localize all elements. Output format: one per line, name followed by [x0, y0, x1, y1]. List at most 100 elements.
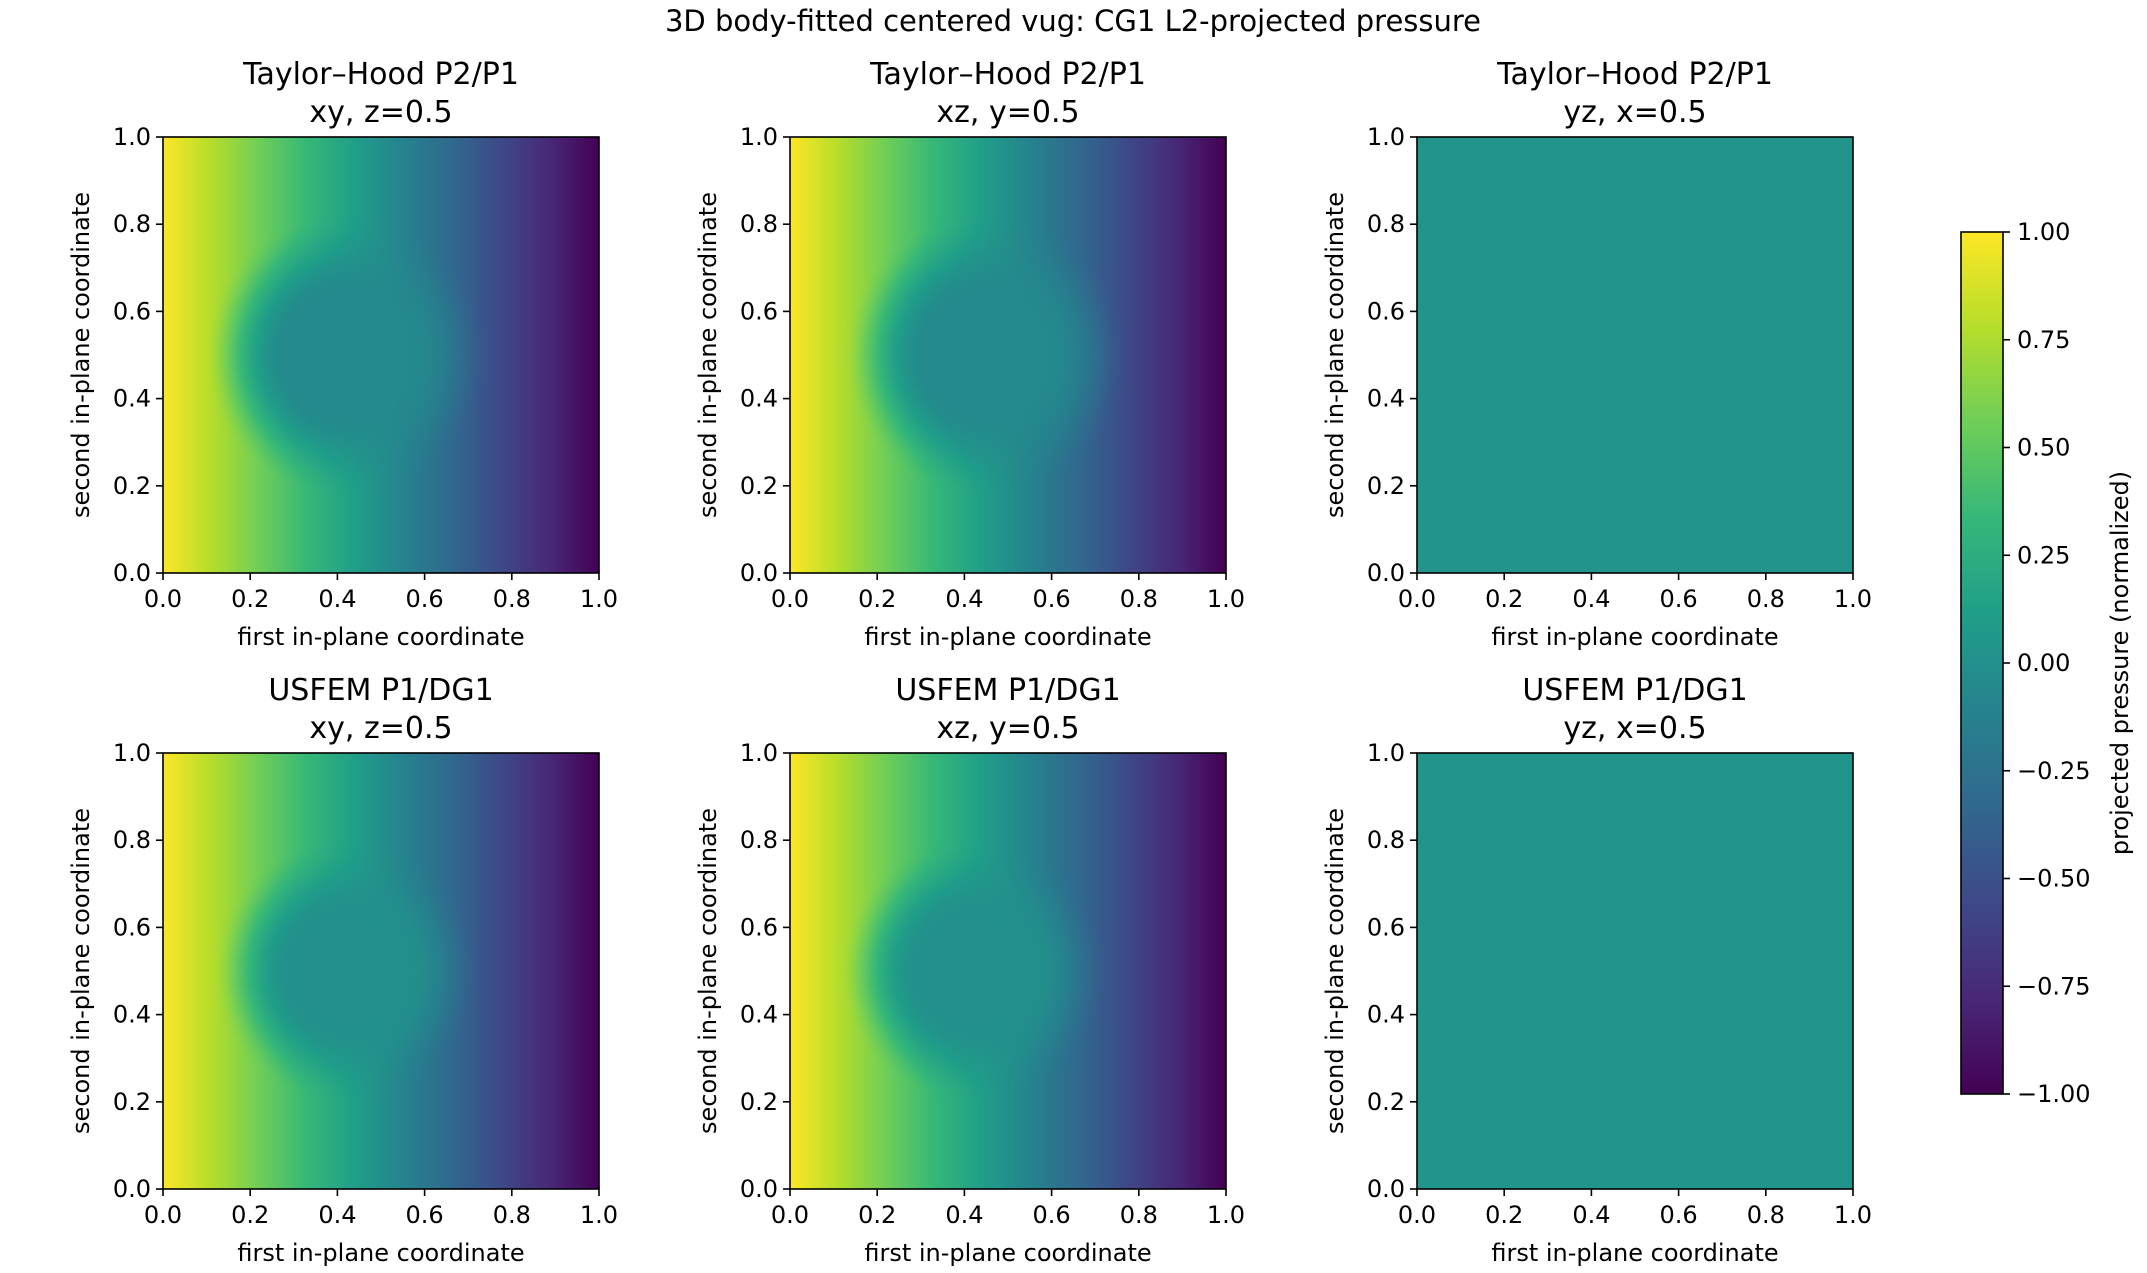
heatmap-image [1417, 753, 1853, 1189]
y-tick-label: 0.2 [740, 1088, 778, 1116]
x-tick-label: 0.2 [858, 585, 896, 613]
y-tick-label: 0.6 [740, 913, 778, 941]
y-tick-label: 0.2 [1367, 1088, 1405, 1116]
panel-title: USFEM P1/DG1 [895, 673, 1120, 708]
y-tick-label: 0.2 [740, 472, 778, 500]
x-axis-label: first in-plane coordinate [237, 623, 524, 651]
axes-frame [789, 752, 1227, 1190]
x-tick-label: 0.2 [1485, 585, 1523, 613]
x-tick-label: 0.6 [1660, 585, 1698, 613]
x-tick-label: 0.8 [493, 1201, 531, 1229]
axes-frame [162, 136, 600, 574]
y-tick-label: 0.0 [1367, 559, 1405, 587]
colorbar-tick-label: −0.50 [2017, 865, 2091, 893]
x-tick-label: 0.0 [1398, 1201, 1436, 1229]
x-tick-label: 0.0 [144, 1201, 182, 1229]
y-tick-label: 0.4 [1367, 1001, 1405, 1029]
panel-subtitle: xy, z=0.5 [309, 711, 452, 746]
x-tick-label: 1.0 [1834, 585, 1872, 613]
y-tick-label: 0.2 [113, 1088, 151, 1116]
x-tick-label: 0.4 [1572, 1201, 1610, 1229]
x-tick-label: 1.0 [1834, 1201, 1872, 1229]
y-axis-label: second in-plane coordinate [1321, 192, 1349, 518]
x-tick-label: 0.8 [1120, 1201, 1158, 1229]
y-tick-label: 1.0 [740, 739, 778, 767]
colorbar: 1.00 0.75 0.50 0.25 0.00 −0.25 −0.50 −0.75 −1.00… [1960, 218, 2134, 1108]
x-tick-label: 0.8 [1747, 585, 1785, 613]
x-tick-label: 0.2 [1485, 1201, 1523, 1229]
heatmap-image [1417, 137, 1853, 573]
x-tick-label: 0.4 [1572, 585, 1610, 613]
panel-subtitle: xz, y=0.5 [936, 95, 1079, 130]
x-axis-label: first in-plane coordinate [864, 1239, 1151, 1267]
y-tick-label: 0.6 [1367, 913, 1405, 941]
y-axis-label: second in-plane coordinate [694, 808, 722, 1134]
panel-title: Taylor–Hood P2/P1 [1496, 57, 1773, 92]
panel-title: USFEM P1/DG1 [268, 673, 493, 708]
x-tick-label: 0.8 [1120, 585, 1158, 613]
x-tick-label: 0.2 [231, 1201, 269, 1229]
y-tick-label: 0.0 [740, 559, 778, 587]
x-tick-label: 0.4 [945, 1201, 983, 1229]
colorbar-gradient [1961, 232, 2003, 1094]
x-tick-label: 0.6 [1660, 1201, 1698, 1229]
y-tick-label: 0.8 [1367, 826, 1405, 854]
y-tick-label: 0.4 [740, 385, 778, 413]
colorbar-label: projected pressure (normalized) [2106, 471, 2134, 855]
x-tick-label: 0.6 [1033, 1201, 1071, 1229]
y-axis-label: second in-plane coordinate [694, 192, 722, 518]
x-tick-label: 0.2 [231, 585, 269, 613]
y-tick-label: 0.8 [740, 210, 778, 238]
y-tick-label: 0.6 [113, 297, 151, 325]
x-tick-label: 0.0 [1398, 585, 1436, 613]
x-tick-label: 0.6 [1033, 585, 1071, 613]
y-tick-label: 0.8 [113, 826, 151, 854]
x-tick-label: 0.4 [945, 585, 983, 613]
x-tick-label: 1.0 [580, 1201, 618, 1229]
x-tick-label: 0.8 [1747, 1201, 1785, 1229]
y-tick-label: 0.2 [113, 472, 151, 500]
y-tick-label: 1.0 [113, 739, 151, 767]
y-tick-label: 0.6 [113, 913, 151, 941]
y-tick-label: 0.4 [1367, 385, 1405, 413]
y-tick-label: 0.0 [1367, 1175, 1405, 1203]
y-tick-label: 0.0 [113, 559, 151, 587]
y-tick-label: 0.6 [740, 297, 778, 325]
colorbar-tick-label: 0.25 [2017, 541, 2070, 569]
axes-frame [1416, 752, 1854, 1190]
panel-title: Taylor–Hood P2/P1 [242, 57, 519, 92]
y-axis-label: second in-plane coordinate [1321, 808, 1349, 1134]
y-axis-label: second in-plane coordinate [67, 192, 95, 518]
colorbar-tick-label: 0.50 [2017, 434, 2070, 462]
x-tick-label: 0.4 [318, 585, 356, 613]
colorbar-tick-label: −0.75 [2017, 972, 2091, 1000]
x-tick-label: 0.6 [406, 1201, 444, 1229]
x-tick-label: 0.0 [144, 585, 182, 613]
panel-subtitle: yz, x=0.5 [1563, 711, 1706, 746]
panel-title: Taylor–Hood P2/P1 [869, 57, 1146, 92]
y-tick-label: 0.6 [1367, 297, 1405, 325]
colorbar-tick-label: −1.00 [2017, 1080, 2091, 1108]
y-tick-label: 0.2 [1367, 472, 1405, 500]
panel-title: USFEM P1/DG1 [1522, 673, 1747, 708]
heatmap-image [790, 137, 1226, 573]
axes-frame [1416, 136, 1854, 574]
colorbar-tick-label: 0.00 [2017, 649, 2070, 677]
y-tick-label: 1.0 [1367, 123, 1405, 151]
panel-subtitle: xz, y=0.5 [936, 711, 1079, 746]
figure-title: 3D body-fitted centered vug: CG1 L2-proj… [665, 4, 1481, 38]
y-tick-label: 0.8 [1367, 210, 1405, 238]
y-tick-label: 1.0 [113, 123, 151, 151]
x-tick-label: 1.0 [580, 585, 618, 613]
x-tick-label: 1.0 [1207, 585, 1245, 613]
x-tick-label: 0.0 [771, 585, 809, 613]
y-tick-label: 0.4 [113, 385, 151, 413]
colorbar-tick-label: −0.25 [2017, 757, 2091, 785]
heatmap-image [790, 753, 1226, 1189]
y-axis-label: second in-plane coordinate [67, 808, 95, 1134]
